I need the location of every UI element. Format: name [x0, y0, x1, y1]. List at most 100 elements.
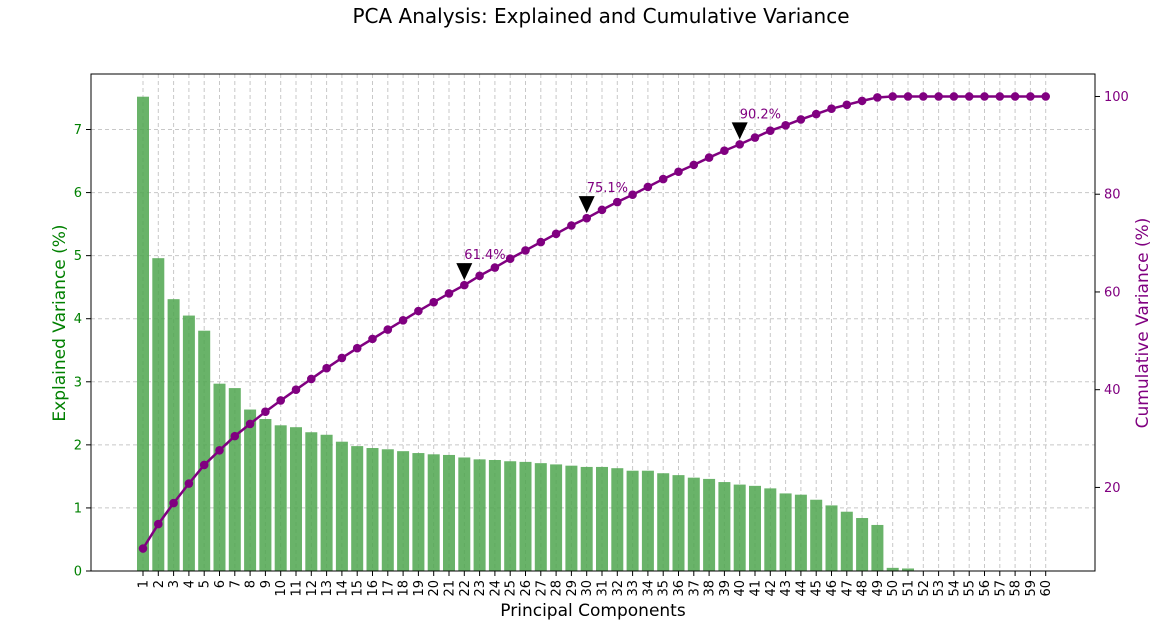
- y-left-tick-label: 4: [74, 312, 82, 327]
- bar: [886, 567, 899, 571]
- y-left-tick-label: 5: [74, 249, 82, 264]
- cumulative-point: [781, 121, 790, 130]
- bar: [840, 511, 853, 571]
- cumulative-point: [230, 431, 240, 441]
- cumulative-point: [934, 92, 943, 101]
- bar: [825, 505, 838, 571]
- x-tick-label: 41: [749, 580, 764, 597]
- x-tick-label: 7: [228, 580, 243, 588]
- x-tick-label: 38: [703, 580, 718, 597]
- annotation-label: 61.4%: [464, 248, 505, 263]
- bar: [657, 473, 670, 571]
- x-tick-label: 59: [1024, 580, 1039, 597]
- y-left-tick-label: 0: [74, 565, 82, 580]
- annotation-label: 90.2%: [740, 107, 781, 122]
- bar: [488, 459, 501, 571]
- x-tick-label: 1: [137, 580, 152, 588]
- bar: [366, 448, 379, 571]
- cumulative-point: [521, 246, 530, 255]
- bar: [687, 477, 700, 571]
- x-tick-label: 21: [443, 580, 458, 597]
- cumulative-point: [964, 92, 974, 101]
- cumulative-point: [551, 229, 561, 239]
- annotations: 61.4% 75.1% 90.2%: [456, 107, 781, 281]
- y-right-tick-label: 100: [1104, 90, 1129, 105]
- x-tick-label: 30: [580, 580, 595, 597]
- x-tick-label: 6: [213, 580, 228, 588]
- cumulative-point: [505, 254, 515, 264]
- x-tick-label: 28: [550, 580, 565, 597]
- bar: [397, 451, 410, 571]
- bar: [749, 485, 761, 571]
- cumulative-point: [398, 316, 408, 325]
- bar: [672, 475, 685, 571]
- bar: [213, 383, 226, 571]
- cumulative-point: [368, 334, 377, 344]
- x-tick-label: 54: [947, 580, 962, 597]
- plot-frame: [90, 73, 1096, 572]
- x-tick-label: 33: [626, 580, 641, 597]
- bar: [351, 446, 364, 571]
- x-tick-label: 23: [473, 580, 488, 597]
- y-axis-left-label: Explained Variance (%): [50, 224, 70, 421]
- x-tick-label: 32: [611, 580, 626, 597]
- y-left-tick-label: 1: [74, 501, 82, 516]
- cumulative-point: [597, 205, 607, 215]
- x-tick-label: 55: [963, 580, 978, 597]
- cumulative-point: [429, 297, 439, 307]
- x-tick-label: 26: [519, 580, 534, 597]
- x-tick-label: 29: [565, 580, 580, 597]
- bar: [427, 454, 440, 571]
- cumulative-point: [628, 190, 637, 200]
- x-tick-label: 14: [335, 580, 350, 597]
- cumulative-point: [414, 306, 423, 316]
- x-tick-label: 45: [810, 580, 825, 597]
- cumulative-point: [750, 133, 760, 142]
- bar: [856, 518, 869, 571]
- cumulative-point: [536, 237, 546, 247]
- bar: [259, 418, 272, 571]
- bar: [779, 493, 792, 571]
- x-tick-label: 25: [504, 580, 519, 597]
- x-tick-label: 16: [366, 580, 381, 597]
- bar: [473, 459, 486, 571]
- x-tick-label: 48: [856, 580, 871, 597]
- x-tick-label: 3: [167, 580, 182, 588]
- cumulative-point: [276, 396, 286, 405]
- cumulative-point: [307, 374, 316, 384]
- y-left-tick-label: 2: [74, 438, 82, 453]
- cumulative-point: [827, 104, 836, 113]
- bar: [626, 470, 639, 571]
- bar: [381, 449, 394, 571]
- x-tick-label: 22: [458, 580, 473, 597]
- cumulative-variance-line: [138, 92, 1050, 553]
- cumulative-point: [1026, 92, 1035, 101]
- bar: [290, 427, 302, 571]
- cumulative-point: [873, 93, 882, 102]
- x-tick-label: 49: [871, 580, 886, 597]
- cumulative-point: [735, 140, 744, 149]
- cumulative-point: [857, 96, 867, 106]
- x-tick-label: 27: [534, 580, 549, 597]
- cumulative-point: [383, 325, 393, 334]
- explained-variance-bars: [137, 96, 914, 572]
- annotation-arrow: [578, 196, 595, 214]
- bar: [519, 461, 532, 571]
- bar: [244, 409, 257, 571]
- y-right-tick-label: 60: [1104, 285, 1121, 300]
- bar: [611, 468, 624, 571]
- cumulative-point: [215, 445, 224, 455]
- annotation-label: 75.1%: [587, 181, 628, 196]
- x-tick-label: 9: [259, 580, 274, 588]
- bar: [641, 470, 654, 571]
- x-tick-label: 50: [886, 580, 901, 597]
- annotation-arrow: [456, 263, 473, 281]
- x-tick-label: 37: [687, 580, 702, 597]
- y-right-tick-label: 80: [1104, 188, 1121, 203]
- x-tick-label: 10: [274, 580, 289, 597]
- cumulative-point: [811, 109, 821, 119]
- bar: [137, 96, 149, 572]
- cumulative-point: [567, 221, 576, 230]
- cumulative-point: [980, 92, 989, 101]
- cumulative-point: [245, 419, 255, 429]
